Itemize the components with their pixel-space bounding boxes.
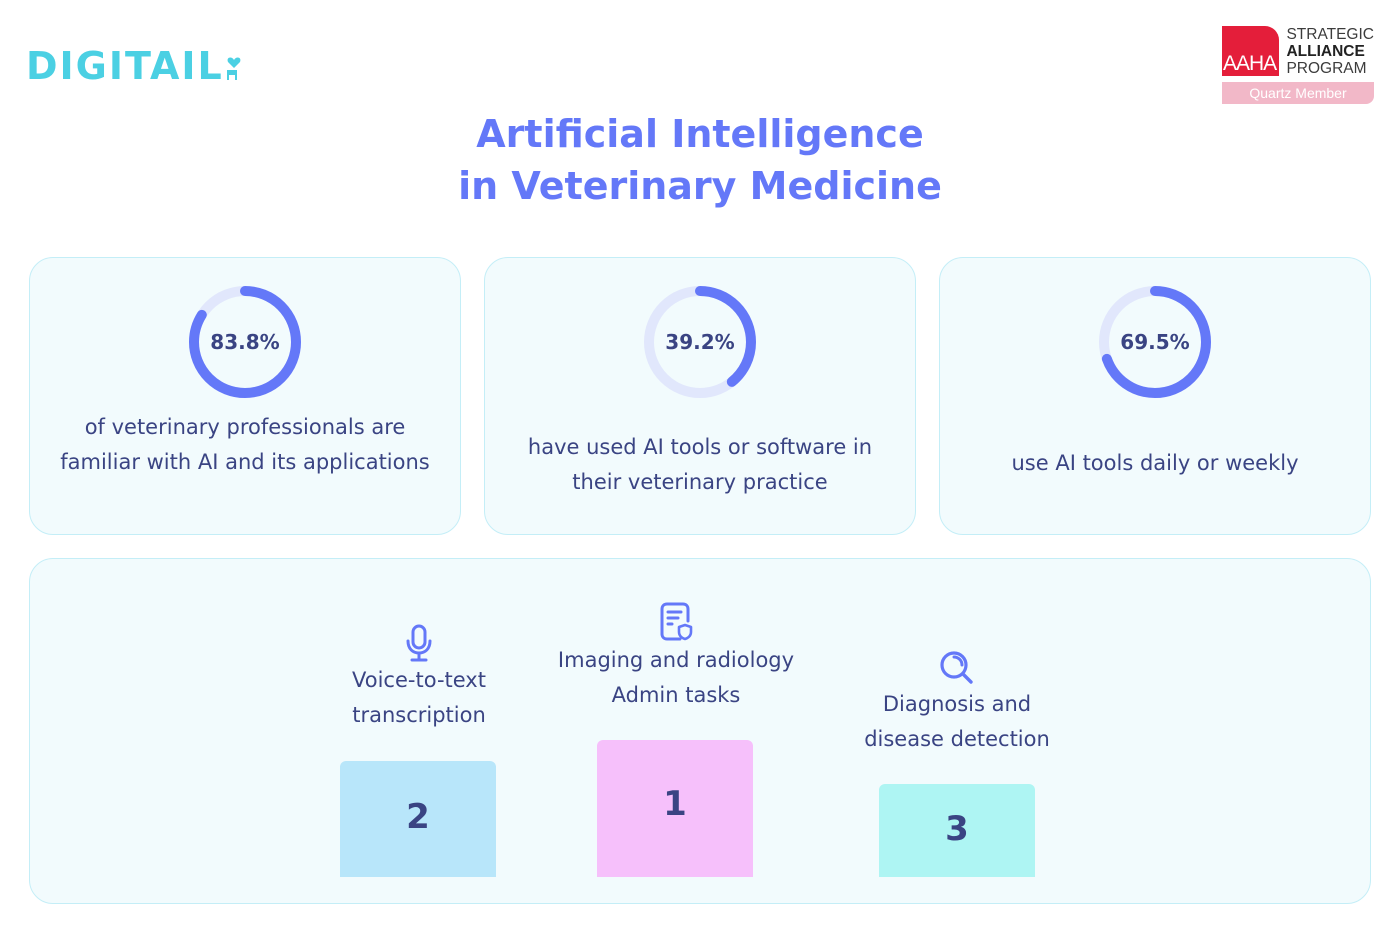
donut-chart (1099, 286, 1211, 398)
aaha-logo: AAHA (1222, 26, 1280, 76)
podium-label: Diagnosis and (882, 692, 1032, 716)
stat-description: use AI tools daily or weekly (1011, 451, 1299, 475)
page-title: Artificial Intelligence in Veterinary Me… (0, 108, 1400, 212)
podium-label: Admin tasks (611, 683, 741, 707)
podium-block-3: 3 (879, 784, 1035, 877)
podium-label: transcription (352, 703, 486, 727)
stat-card-usage: 39.2% have used AI tools or software in … (484, 257, 916, 535)
title-line-1: Artificial Intelligence (476, 112, 924, 156)
podium-block-1: 1 (597, 740, 753, 877)
digitail-logo: DIGITAIL (26, 46, 242, 86)
podium-item-voice: Voice-to-text transcription (319, 623, 519, 733)
podium-item-imaging: Imaging and radiology Admin tasks (526, 601, 826, 713)
aaha-badge: AAHA STRATEGIC ALLIANCE PROGRAM Quartz M… (1222, 26, 1374, 104)
stat-description: have used AI tools or software in their … (527, 435, 873, 494)
podium-label: Voice-to-text (352, 668, 486, 692)
stat-value: 83.8% (210, 330, 280, 354)
donut-chart (644, 286, 756, 398)
logo-text: DIGITAIL (26, 44, 224, 88)
stat-value: 69.5% (1120, 330, 1190, 354)
stat-description: of veterinary professionals are familiar… (60, 415, 430, 474)
donut-chart (189, 286, 301, 398)
podium-block-2: 2 (340, 761, 496, 877)
podium-label: Imaging and radiology (557, 648, 795, 672)
stat-card-frequency: 69.5% use AI tools daily or weekly (939, 257, 1371, 535)
stat-card-familiarity: 83.8% of veterinary professionals are fa… (29, 257, 461, 535)
badge-line-2: ALLIANCE (1286, 43, 1365, 60)
stat-value: 39.2% (665, 330, 735, 354)
magnifier-icon (940, 651, 973, 684)
use-cases-podium: Voice-to-text transcription 2 Imaging an… (29, 558, 1371, 904)
dog-heart-icon (226, 57, 241, 80)
podium-item-diagnosis: Diagnosis and disease detection (827, 649, 1087, 757)
badge-line-3: PROGRAM (1286, 60, 1367, 77)
document-shield-icon (660, 602, 693, 641)
aaha-logo-text: AAHA (1223, 52, 1277, 75)
title-line-2: in Veterinary Medicine (458, 164, 942, 208)
microphone-icon (406, 624, 432, 662)
member-tier: Quartz Member (1222, 82, 1374, 104)
badge-line-1: STRATEGIC (1286, 26, 1374, 43)
podium-label: disease detection (864, 727, 1050, 751)
